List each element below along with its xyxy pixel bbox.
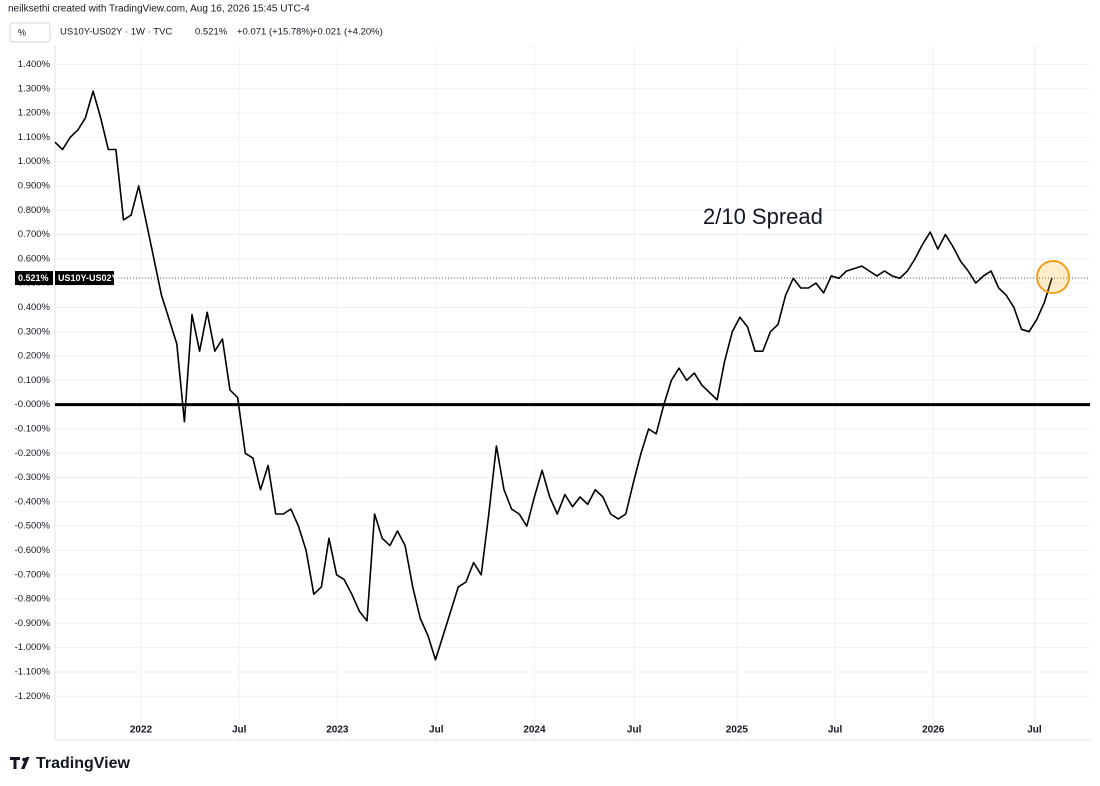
logo-dot [22,757,26,762]
last-value: 0.521% [195,27,228,38]
x-tick-label: Jul [627,725,642,736]
y-tick-label: -0.900% [15,618,51,629]
y-tick-label: -1.100% [15,666,51,677]
plot-area: 1.400% 1.300% 1.200% 1.100% 1.000% 0.900% 0.80… [15,45,1090,741]
y-tick-label: -0.400% [15,496,51,507]
y-tick-label: -0.600% [15,545,51,556]
y-tick-label: -0.700% [15,569,51,580]
series-tag-label: US10Y-US02Y [58,273,118,283]
x-tick-label: 2026 [922,725,945,736]
series-tag [55,271,114,286]
y-tick-label: 0.100% [18,375,51,386]
change-2: +0.021 (+4.20%) [312,27,383,38]
x-tick-label: Jul [1027,725,1042,736]
y-tick-label: -0.500% [15,521,51,532]
x-tick-label: 2023 [326,725,349,736]
y-tick-label: 0.800% [18,205,51,216]
y-tick-label: -0.100% [15,423,51,434]
x-tick-label: Jul [232,725,247,736]
x-tick-label: 2025 [726,725,749,736]
y-tick-label: 1.100% [18,132,51,143]
logo-mark [10,757,30,769]
y-tick-label: 1.000% [18,156,51,167]
annotation: 2/10 Spread [703,204,823,229]
y-tick-label: -0.000% [15,399,51,410]
y-tick-label: 1.400% [18,59,51,70]
credit: neilksethi created with TradingView.com,… [8,4,310,15]
x-tick-label: Jul [429,725,444,736]
x-tick-label: 2024 [523,725,546,736]
y-tick-label: 0.600% [18,253,51,264]
y-tick-label: -1.000% [15,642,51,653]
x-tick-label: Jul [828,725,843,736]
logo: TradingView [10,755,131,772]
y-tick-label: 0.700% [18,229,51,240]
y-tick-label: -0.800% [15,594,51,605]
y-tick-label: 0.300% [18,326,51,337]
y-tick-label: -0.200% [15,448,51,459]
highlight-circle [1036,260,1070,294]
y-tick-label: -0.300% [15,472,51,483]
change: +0.071 (+15.78%) [237,27,313,38]
price-tag-label: 0.521% [18,273,49,283]
unit-button-label[interactable]: % [18,27,26,37]
price-tag [15,271,53,286]
y-tick-label: 0.900% [18,180,51,191]
logo-text: TradingView [36,755,131,772]
y-tick-label: -1.200% [15,691,51,702]
y-tick-label: 0.400% [18,302,51,313]
y-tick-label: 0.200% [18,351,51,362]
x-tick-label: 2022 [130,725,153,736]
series-line [54,90,1053,661]
y-tick-label: 1.300% [18,83,51,94]
y-tick-label: 1.200% [18,108,51,119]
symbol: US10Y-US02Y · 1W · TVC [60,27,172,38]
unit-button[interactable] [9,22,51,43]
